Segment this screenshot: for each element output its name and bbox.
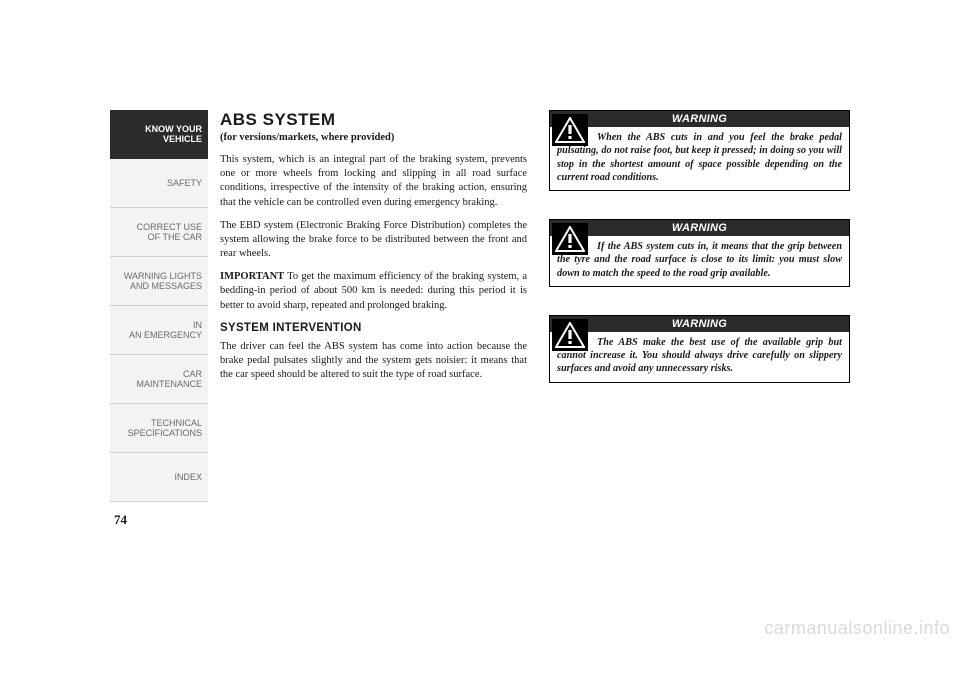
warning-text: When the ABS cuts in and you feel the br… — [550, 127, 849, 190]
important-lead: IMPORTANT — [220, 271, 284, 282]
right-column: WARNING When the ABS cuts in and you fee… — [549, 110, 850, 580]
sidebar-item-warning-lights[interactable]: WARNING LIGHTSAND MESSAGES — [110, 257, 208, 306]
page-number: 74 — [110, 502, 208, 528]
paragraph-2: The EBD system (Electronic Braking Force… — [220, 219, 527, 262]
warning-header: WARNING — [550, 111, 849, 127]
sidebar-item-label: INDEX — [174, 472, 202, 482]
warning-text: The ABS make the best use of the availab… — [550, 332, 849, 382]
paragraph-1: This system, which is an integral part o… — [220, 153, 527, 210]
sidebar-item-correct-use[interactable]: CORRECT USEOF THE CAR — [110, 208, 208, 257]
sidebar-item-label: KNOW YOURVEHICLE — [145, 124, 202, 145]
warning-header: WARNING — [550, 316, 849, 332]
manual-page: KNOW YOURVEHICLE SAFETY CORRECT USEOF TH… — [110, 110, 850, 580]
warning-header: WARNING — [550, 220, 849, 236]
sidebar-item-maintenance[interactable]: CARMAINTENANCE — [110, 355, 208, 404]
subheading-intervention: SYSTEM INTERVENTION — [220, 322, 527, 334]
sidebar-item-label: TECHNICALSPECIFICATIONS — [128, 418, 202, 439]
main-content: ABS SYSTEM (for versions/markets, where … — [208, 110, 850, 580]
sidebar-item-know-your-vehicle[interactable]: KNOW YOURVEHICLE — [110, 110, 208, 159]
section-title: ABS SYSTEM — [220, 110, 527, 130]
sidebar-item-emergency[interactable]: INAN EMERGENCY — [110, 306, 208, 355]
sidebar-item-label: CARMAINTENANCE — [136, 369, 202, 390]
paragraph-4: The driver can feel the ABS system has c… — [220, 340, 527, 383]
warning-box-2: WARNING If the ABS system cuts in, it me… — [549, 219, 850, 287]
sidebar-item-label: SAFETY — [167, 178, 202, 188]
warning-box-1: WARNING When the ABS cuts in and you fee… — [549, 110, 850, 191]
sidebar-item-label: INAN EMERGENCY — [129, 320, 202, 341]
warn-triangle-icon — [552, 114, 588, 146]
section-subtitle: (for versions/markets, where provided) — [220, 132, 527, 143]
section-sidebar: KNOW YOURVEHICLE SAFETY CORRECT USEOF TH… — [110, 110, 208, 580]
sidebar-item-label: WARNING LIGHTSAND MESSAGES — [124, 271, 202, 292]
warning-text: If the ABS system cuts in, it means that… — [550, 236, 849, 286]
paragraph-3: IMPORTANT To get the maximum efficiency … — [220, 270, 527, 313]
sidebar-item-label: CORRECT USEOF THE CAR — [137, 222, 202, 243]
warn-triangle-icon — [552, 319, 588, 351]
sidebar-item-index[interactable]: INDEX — [110, 453, 208, 502]
warn-triangle-icon — [552, 223, 588, 255]
left-column: ABS SYSTEM (for versions/markets, where … — [220, 110, 527, 580]
sidebar-item-tech-specs[interactable]: TECHNICALSPECIFICATIONS — [110, 404, 208, 453]
sidebar-item-safety[interactable]: SAFETY — [110, 159, 208, 208]
watermark-text: carmanualsonline.info — [764, 618, 950, 639]
warning-box-3: WARNING The ABS make the best use of the… — [549, 315, 850, 383]
